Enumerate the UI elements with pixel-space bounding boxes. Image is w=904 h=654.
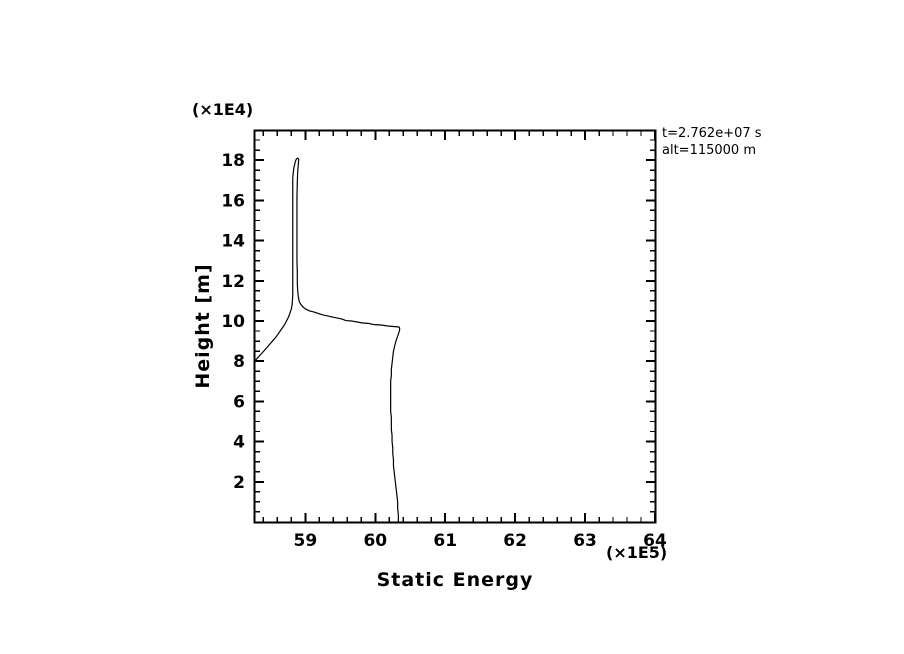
y-axis-title: Height [m] <box>192 263 214 388</box>
y-tick-label: 2 <box>233 473 245 493</box>
data-series-line <box>254 157 401 523</box>
x-axis-tick-labels: 59 60 61 62 63 64 <box>294 531 667 551</box>
plot-frame <box>253 129 657 524</box>
y-axis-tick-labels: 2 4 6 8 10 12 14 16 18 <box>221 151 245 493</box>
x-axis-title: Static Energy <box>377 569 534 591</box>
y-axis-exponent-label: (×1E4) <box>192 100 253 119</box>
x-tick-label: 63 <box>573 531 597 551</box>
y-tick-label: 6 <box>233 392 245 412</box>
x-tick-label: 61 <box>433 531 457 551</box>
x-tick-label: 62 <box>503 531 527 551</box>
annotation-altitude: alt=115000 m <box>662 143 756 158</box>
y-tick-label: 4 <box>233 433 245 453</box>
y-tick-label: 16 <box>221 191 245 211</box>
y-tick-label: 8 <box>233 352 245 372</box>
x-tick-label: 59 <box>294 531 318 551</box>
x-tick-label: 60 <box>363 531 387 551</box>
y-tick-label: 10 <box>221 312 245 332</box>
y-tick-label: 18 <box>221 151 245 171</box>
annotation-time: t=2.762e+07 s <box>662 126 762 141</box>
x-axis-exponent-label: (×1E5) <box>606 543 667 562</box>
y-tick-label: 12 <box>221 272 245 292</box>
axis-ticks <box>255 131 656 523</box>
x-tick-label: 64 <box>643 531 667 551</box>
y-tick-label: 14 <box>221 232 245 252</box>
